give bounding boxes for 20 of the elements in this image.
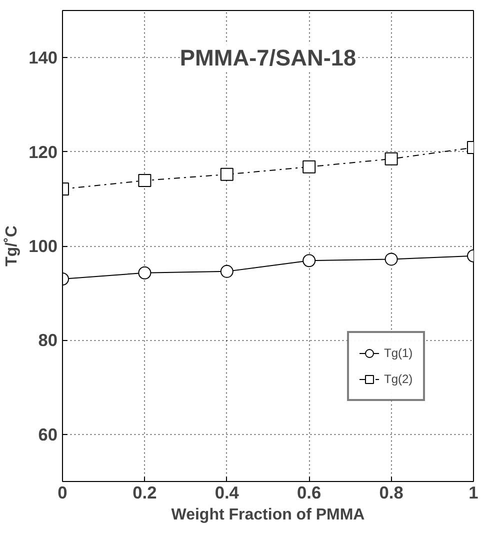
x-tick-label: 0.6 bbox=[297, 482, 322, 502]
legend-label: Tg(2) bbox=[384, 372, 413, 386]
x-axis-title: Weight Fraction of PMMA bbox=[171, 506, 366, 524]
x-tick-label: 0.8 bbox=[379, 482, 404, 502]
y-tick-label: 140 bbox=[28, 48, 58, 68]
text: PMMA-7/SAN-18 bbox=[180, 44, 356, 71]
legend-label: Tg(1) bbox=[384, 346, 413, 360]
y-tick-label: 120 bbox=[28, 142, 58, 162]
point bbox=[220, 168, 234, 181]
point bbox=[302, 160, 316, 174]
x-tick-label: 1 bbox=[468, 482, 479, 502]
y-axis-title: Tg/˚C bbox=[4, 225, 21, 266]
x-tick-label: 0.2 bbox=[132, 482, 157, 502]
y-tick-label: 80 bbox=[38, 330, 58, 350]
y-tick-label: 60 bbox=[38, 424, 58, 444]
x-tick-label: 0.4 bbox=[214, 482, 240, 502]
point bbox=[302, 254, 316, 268]
y-tick-label: 100 bbox=[28, 236, 58, 256]
x-tick-label: 0 bbox=[58, 482, 68, 502]
point bbox=[220, 264, 234, 278]
